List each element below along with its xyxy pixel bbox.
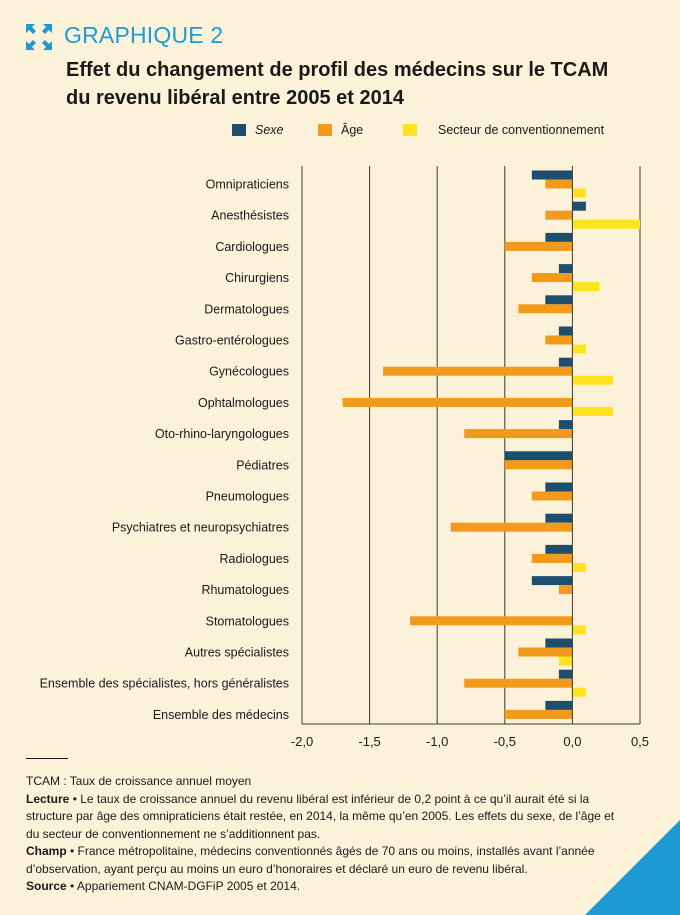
bar-age — [531, 553, 573, 563]
footnote-lecture-text: • Le taux de croissance annuel du revenu… — [26, 791, 615, 841]
bar-age — [545, 179, 573, 189]
category-label: Cardiologues — [215, 240, 289, 254]
bar-sexe — [545, 700, 573, 710]
bar-secteur — [558, 656, 573, 666]
legend-swatch-sexe — [232, 124, 246, 136]
bar-sexe — [545, 232, 573, 242]
legend-label-sexe: Sexe — [255, 123, 284, 137]
bar-age — [504, 460, 573, 470]
category-label: Chirurgiens — [225, 271, 289, 285]
bar-age — [464, 678, 573, 688]
bar-age — [531, 273, 573, 283]
bar-sexe — [531, 576, 573, 586]
category-label: Ophtalmologues — [198, 396, 289, 410]
bar-secteur — [572, 625, 586, 635]
category-label: Ensemble des spécialistes, hors générali… — [40, 677, 289, 691]
category-label: Autres spécialistes — [185, 646, 289, 660]
category-label: Ensemble des médecins — [153, 708, 289, 722]
bar-age — [545, 335, 573, 345]
bar-sexe — [545, 295, 573, 305]
legend-label-secteur: Secteur de conventionnement — [438, 123, 605, 137]
bar-secteur — [572, 406, 613, 416]
bar-sexe — [545, 482, 573, 492]
category-label: Pédiatres — [236, 458, 289, 472]
figure-kicker: GRAPHIQUE 2 — [64, 22, 224, 48]
footnote-champ-text: • France métropolitaine, médecins conven… — [26, 844, 595, 876]
bar-age — [531, 491, 573, 501]
footnote-lecture: Lecture • Le taux de croissance annuel d… — [26, 791, 626, 844]
legend-item-age: Âge — [318, 123, 363, 137]
x-tick-label: 0,0 — [563, 734, 581, 749]
bar-sexe — [531, 170, 573, 180]
category-label: Gastro-entérologues — [175, 334, 289, 348]
bar-age — [342, 397, 573, 407]
category-label: Dermatologues — [204, 302, 289, 316]
bar-sexe — [558, 420, 573, 430]
bar-secteur — [572, 375, 613, 385]
footnote-champ-label: Champ — [26, 844, 67, 858]
bar-secteur — [572, 344, 586, 354]
x-tick-label: -0,5 — [494, 734, 516, 749]
legend-swatch-age — [318, 124, 332, 136]
bar-sexe — [504, 451, 573, 461]
bar-age — [518, 304, 573, 314]
category-label: Oto-rhino-laryngologues — [155, 427, 289, 441]
expand-arrows-icon — [26, 24, 52, 50]
footnote-tcam: TCAM : Taux de croissance annuel moyen — [26, 774, 252, 788]
bar-sexe — [558, 357, 573, 367]
bar-sexe — [545, 638, 573, 648]
bar-sexe — [558, 669, 573, 679]
chart-title: Effet du changement de profil des médeci… — [66, 56, 656, 112]
bar-secteur — [572, 282, 600, 292]
bar-age — [545, 210, 573, 220]
bar-age — [558, 585, 573, 595]
footnotes: TCAM : Taux de croissance annuel moyen L… — [26, 758, 626, 896]
category-label: Rhumatologues — [201, 583, 289, 597]
footnote-source-label: Source — [26, 879, 67, 893]
category-label: Psychiatres et neuropsychiatres — [112, 521, 289, 535]
legend-label-age: Âge — [341, 123, 364, 137]
bar-secteur — [572, 188, 586, 198]
footnote-source: Source • Appariement CNAM-DGFiP 2005 et … — [26, 878, 626, 896]
bar-chart: -2,0 -1,5 -1,0 -0,5 0,0 0,5 Omnipraticiens Anes… — [40, 166, 649, 749]
category-label: Radiologues — [220, 552, 290, 566]
x-tick-label: -1,5 — [358, 734, 380, 749]
category-label: Gynécologues — [209, 365, 289, 379]
legend-item-sexe: Sexe — [232, 123, 284, 137]
chart-title-line-1: Effet du changement de profil des médeci… — [66, 59, 609, 81]
legend-swatch-secteur — [403, 124, 417, 136]
chart-title-line-2: du revenu libéral entre 2005 et 2014 — [66, 87, 404, 109]
x-tick-label: -1,0 — [426, 734, 448, 749]
corner-triangle-decoration — [585, 820, 680, 915]
category-label: Omnipraticiens — [206, 178, 289, 192]
legend-item-secteur: Secteur de conventionnement — [403, 123, 604, 137]
bar-sexe — [572, 201, 586, 211]
x-tick-label: -2,0 — [291, 734, 313, 749]
bar-sexe — [545, 513, 573, 523]
bar-age — [504, 709, 573, 719]
category-label: Anesthésistes — [211, 209, 289, 223]
x-tick-label: 0,5 — [631, 734, 649, 749]
bar-age — [518, 647, 573, 657]
bar-sexe — [558, 326, 573, 336]
bar-secteur — [572, 687, 586, 697]
category-label: Pneumologues — [206, 490, 289, 504]
bar-age — [383, 366, 573, 376]
footnote-champ: Champ • France métropolitaine, médecins … — [26, 843, 626, 878]
bar-age — [464, 429, 573, 439]
bar-sexe — [558, 264, 573, 274]
footnote-divider — [26, 758, 68, 759]
bar-age — [410, 616, 573, 626]
category-label: Stomatologues — [206, 614, 289, 628]
bar-age — [450, 522, 573, 532]
bar-sexe — [545, 544, 573, 554]
bar-secteur — [572, 219, 640, 229]
footnote-source-text: • Appariement CNAM-DGFiP 2005 et 2014. — [66, 879, 301, 893]
footnote-lecture-label: Lecture — [26, 791, 70, 806]
bar-secteur — [572, 562, 586, 572]
bar-age — [504, 241, 573, 251]
